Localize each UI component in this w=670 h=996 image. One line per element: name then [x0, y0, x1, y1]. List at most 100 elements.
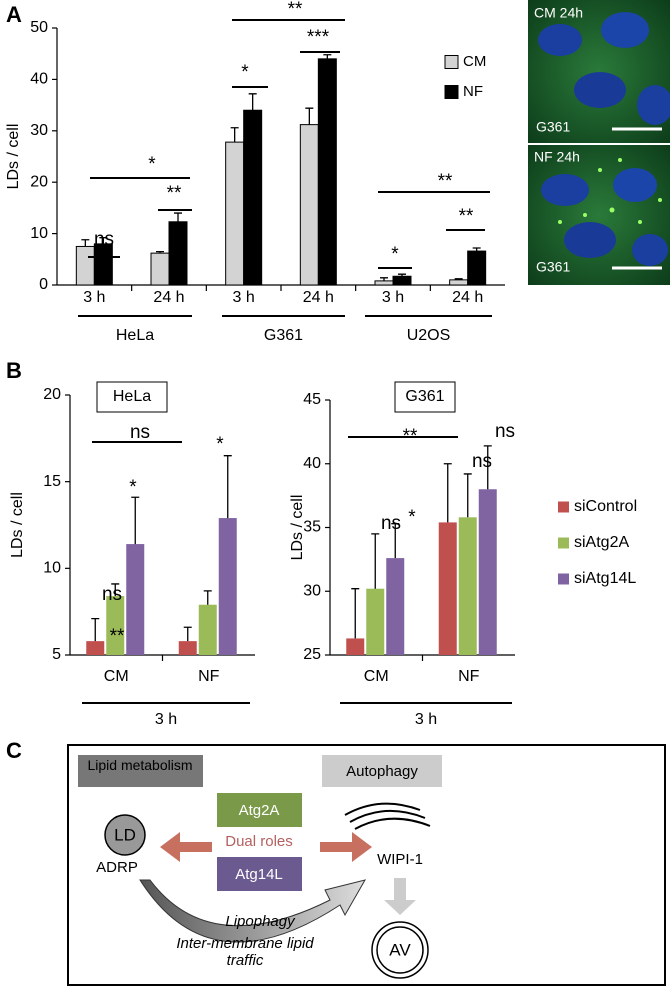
bar: [225, 141, 245, 286]
panel-label: A: [6, 2, 22, 27]
bar: [198, 604, 217, 655]
chart-title: HeLa: [113, 388, 151, 405]
label: WIPI-1: [377, 851, 423, 868]
y-tick-label: 30: [303, 582, 321, 599]
chart-title: G361: [405, 388, 444, 405]
box-label: Atg2A: [239, 802, 280, 819]
legend-swatch: [558, 501, 569, 513]
x-tick-label: CM: [104, 668, 129, 685]
bar: [458, 517, 477, 655]
legend-swatch: [558, 537, 569, 549]
x-tick-label: 24 h: [452, 289, 483, 306]
error-bar: [463, 473, 472, 518]
bar: [386, 558, 405, 655]
bar: [392, 275, 412, 286]
legend-swatch: [444, 55, 459, 69]
error-bar: [203, 590, 212, 605]
image-label: G361: [536, 259, 570, 275]
bar: [93, 243, 113, 286]
error-bar: [398, 273, 406, 277]
image-label: NF 24h: [534, 149, 580, 165]
error-bar: [351, 588, 360, 639]
y-axis-label: LDs / cell: [289, 495, 306, 561]
bar: [467, 250, 487, 286]
bar: [317, 58, 337, 286]
error-bar: [391, 523, 400, 559]
group-label: U2OS: [407, 327, 451, 344]
micrograph: NF 24h G361: [528, 145, 670, 285]
x-tick-label: 24 h: [153, 289, 184, 306]
node-label: AV: [389, 940, 411, 959]
panel-label: B: [6, 358, 22, 383]
error-bar: [380, 277, 388, 281]
bar: [346, 638, 365, 655]
error-bar: [443, 463, 452, 523]
bar: [75, 245, 95, 286]
significance: *: [408, 507, 416, 528]
node-label: LD: [114, 825, 136, 844]
legend-swatch: [558, 573, 569, 585]
error-bar: [248, 93, 257, 111]
error-bar: [99, 237, 108, 244]
bar: [299, 124, 319, 286]
charts: 0 10 20 30 40 50 LDs / cell 3 h 24 h 3 h 24 h 3 h 24…: [5, 0, 637, 728]
error-bar: [371, 533, 380, 589]
label: Lipophagy: [225, 913, 296, 930]
error-bar: [483, 445, 492, 490]
x-tick-label: 3 h: [233, 289, 255, 306]
box-label: Lipid metabolism: [87, 757, 192, 773]
panel-label: C: [6, 738, 22, 763]
y-tick-label: 20: [43, 386, 61, 403]
significance: ns: [130, 422, 150, 443]
error-bar: [183, 626, 192, 642]
error-bar: [223, 455, 232, 519]
significance: **: [459, 206, 474, 227]
bar: [374, 280, 394, 286]
significance: ***: [307, 27, 330, 48]
y-tick-label: 10: [43, 560, 61, 577]
group-label: G361: [264, 327, 303, 344]
y-tick-label: 40: [303, 455, 321, 472]
bar: [243, 109, 263, 286]
significance: ns: [472, 451, 492, 472]
error-bar: [91, 617, 100, 642]
bar: [86, 641, 105, 655]
legend-label: CM: [463, 53, 486, 70]
diagram: Lipid metabolism Autophagy Atg2A Dual ro…: [67, 744, 666, 986]
error-bar: [174, 212, 182, 222]
group-label: HeLa: [116, 327, 154, 344]
y-tick-label: 0: [39, 276, 48, 293]
y-tick-label: 5: [52, 646, 61, 663]
significance: ns: [94, 229, 114, 250]
x-tick-label: CM: [364, 668, 389, 685]
y-tick-label: 40: [30, 71, 48, 88]
significance: **: [110, 626, 125, 647]
error-bar: [454, 278, 463, 280]
error-bar: [111, 583, 120, 597]
significance: *: [148, 154, 156, 175]
bar: [106, 596, 125, 655]
image-label: G361: [536, 119, 570, 135]
label-box: Inter-membrane lipid traffic: [176, 935, 313, 969]
legend-swatch: [444, 85, 459, 99]
significance: **: [438, 171, 453, 192]
box-label: Atg14L: [235, 866, 283, 883]
y-tick-label: 25: [303, 646, 321, 663]
bar: [449, 279, 469, 286]
title-box: [96, 381, 168, 413]
bar: [438, 522, 457, 655]
error-bar: [472, 247, 481, 252]
group-label: 3 h: [155, 711, 177, 728]
error-bar: [230, 127, 239, 143]
error-bar: [81, 239, 90, 247]
bar: [126, 544, 145, 655]
significance: *: [391, 244, 399, 265]
bar: [150, 252, 170, 286]
error-bar: [323, 54, 332, 59]
error-bar: [131, 496, 140, 545]
bar: [218, 518, 237, 655]
significance: **: [288, 0, 303, 20]
error-bar: [305, 107, 314, 125]
bar: [178, 641, 197, 655]
